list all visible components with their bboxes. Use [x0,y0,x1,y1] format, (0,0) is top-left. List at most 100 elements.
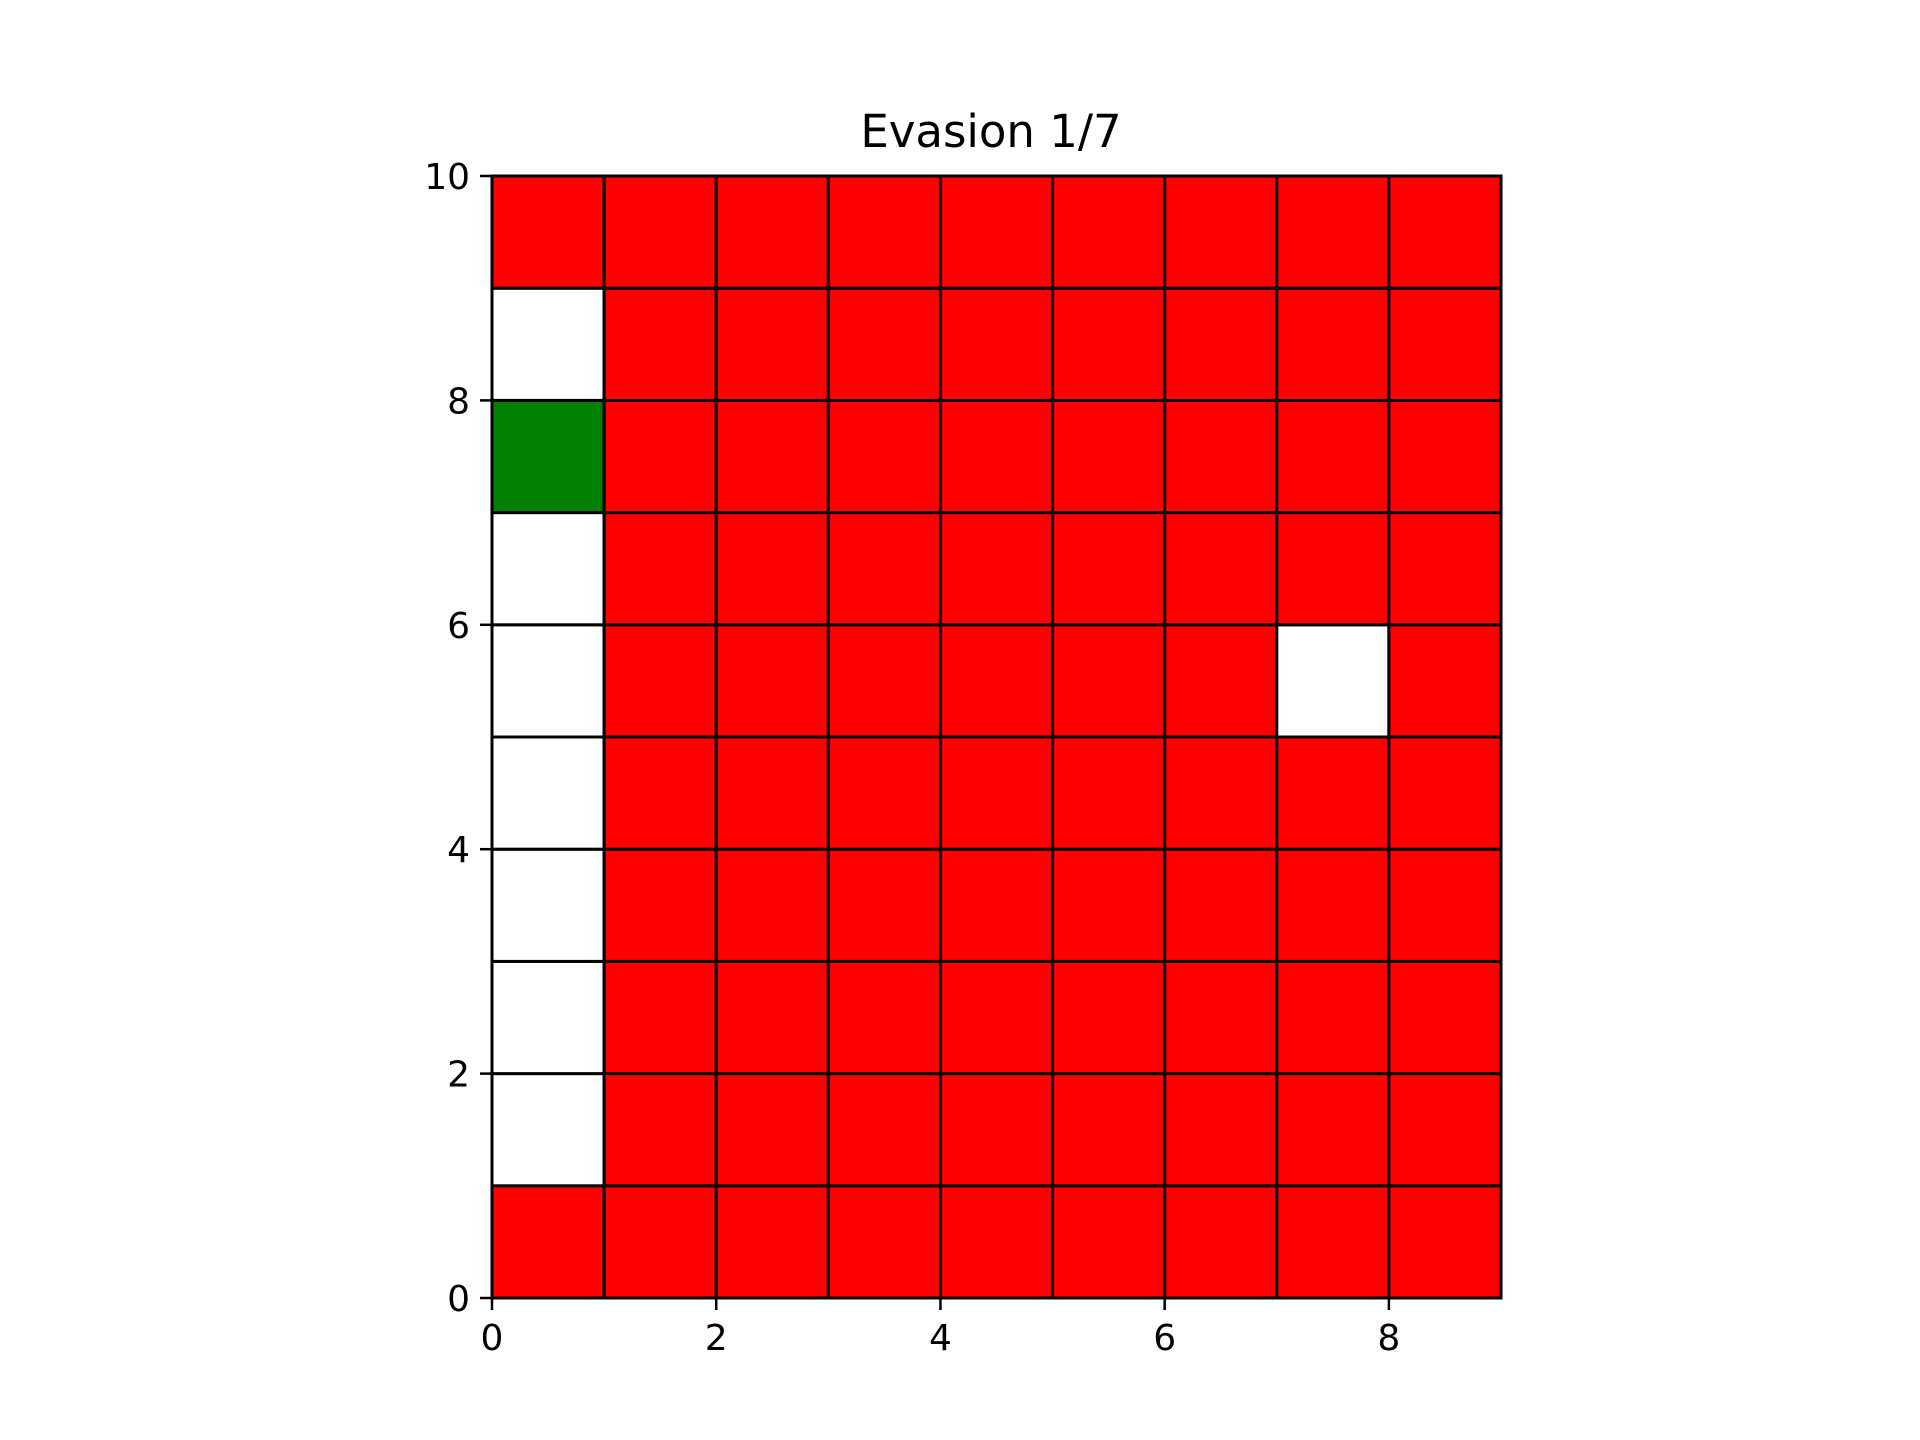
x-tick-label: 4 [929,1318,952,1359]
grid-cell-red [1275,286,1391,402]
grid-cell-red [1051,1184,1167,1300]
grid-cell-red [1163,735,1279,851]
y-tick-label: 2 [447,1055,470,1096]
grid-cell-red [1275,511,1391,627]
grid-cell-red [1051,174,1167,290]
grid-cell-red [938,1072,1055,1188]
grid-cell-red [938,174,1055,290]
grid-cell-red [1275,1072,1391,1188]
grid-cell-red [1163,959,1279,1076]
grid-cell-red [1387,511,1503,627]
grid-cell-red [602,398,718,515]
grid-cell-white [490,286,606,402]
grid-cell-red [826,623,942,739]
grid-cell-red [490,1184,606,1300]
y-tick-label: 6 [447,606,470,647]
grid-cell-red [602,847,718,963]
grid-cell-red [714,735,830,851]
grid-cell-white [490,623,606,739]
grid-cell-red [938,959,1055,1076]
x-tick-label: 0 [481,1318,504,1359]
y-tick-label: 8 [447,381,470,422]
grid-cell-red [1275,398,1391,515]
grid-cell-red [714,847,830,963]
grid-cell-red [602,1184,718,1300]
grid-cell-red [826,847,942,963]
grid-cell-red [714,398,830,515]
grid-cell-red [938,511,1055,627]
grid-cell-red [602,511,718,627]
grid-cell-red [1387,1184,1503,1300]
grid-cell-red [826,398,942,515]
grid-cell-red [938,286,1055,402]
grid-cell-red [1163,511,1279,627]
grid-cell-red [938,735,1055,851]
x-tick-label: 8 [1377,1318,1400,1359]
grid-cell-red [714,1184,830,1300]
grid-cell-red [1387,1072,1503,1188]
chart-title: Evasion 1/7 [860,105,1121,158]
grid-cell-red [1051,1072,1167,1188]
grid-cell-red [826,1184,942,1300]
grid-cell-red [1275,174,1391,290]
grid-cell-white [490,511,606,627]
grid-cell-red [602,1072,718,1188]
grid-cell-red [1051,398,1167,515]
grid-cell-red [938,398,1055,515]
grid-cell-red [1051,847,1167,963]
grid-cell-red [826,286,942,402]
y-tick-label: 4 [447,830,470,871]
grid-cell-white [1275,623,1391,739]
grid-cell-white [490,847,606,963]
grid-cell-white [490,735,606,851]
grid-cell-red [714,959,830,1076]
grid-cell-red [826,959,942,1076]
grid-cell-red [714,286,830,402]
grid-cell-red [826,511,942,627]
grid-cell-red [1163,1072,1279,1188]
grid-cell-red [1387,398,1503,515]
grid-cell-red [826,735,942,851]
y-tick-label: 0 [447,1279,470,1320]
grid-cell-red [938,623,1055,739]
grid-cell-white [490,1072,606,1188]
grid-cell-red [714,511,830,627]
grid-cell-red [1163,174,1279,290]
grid-cell-red [602,174,718,290]
grid-cell-red [1275,1184,1391,1300]
grid-cell-red [1275,847,1391,963]
grid-cell-red [1387,735,1503,851]
grid-cell-red [602,623,718,739]
grid-cell-red [602,959,718,1076]
grid-cell-red [1275,959,1391,1076]
grid-cell-red [938,1184,1055,1300]
grid-cell-red [1163,847,1279,963]
grid-cell-red [714,1072,830,1188]
grid-cell-white [490,959,606,1076]
grid-cell-red [1051,511,1167,627]
grid-cell-red [826,174,942,290]
grid-cell-red [490,174,606,290]
grid-cell-red [1163,623,1279,739]
grid-cell-red [1051,959,1167,1076]
grid-cell-red [1387,623,1503,739]
grid-cell-red [1051,623,1167,739]
grid-cell-red [1387,286,1503,402]
grid-cells [490,174,1503,1300]
grid-cell-red [1163,286,1279,402]
grid-cell-red [1387,847,1503,963]
y-tick-label: 10 [424,157,470,198]
grid-cell-red [602,735,718,851]
x-tick-label: 6 [1153,1318,1176,1359]
grid-cell-red [826,1072,942,1188]
grid-cell-red [1051,286,1167,402]
grid-cell-red [714,623,830,739]
grid-cell-red [1163,1184,1279,1300]
grid-cell-red [1051,735,1167,851]
grid-cell-red [1387,959,1503,1076]
grid-cell-red [602,286,718,402]
grid-cell-red [1387,174,1503,290]
axes: 0 2 4 6 8 0 2 4 6 8 10 [424,157,1503,1359]
grid-cell-red [1163,398,1279,515]
